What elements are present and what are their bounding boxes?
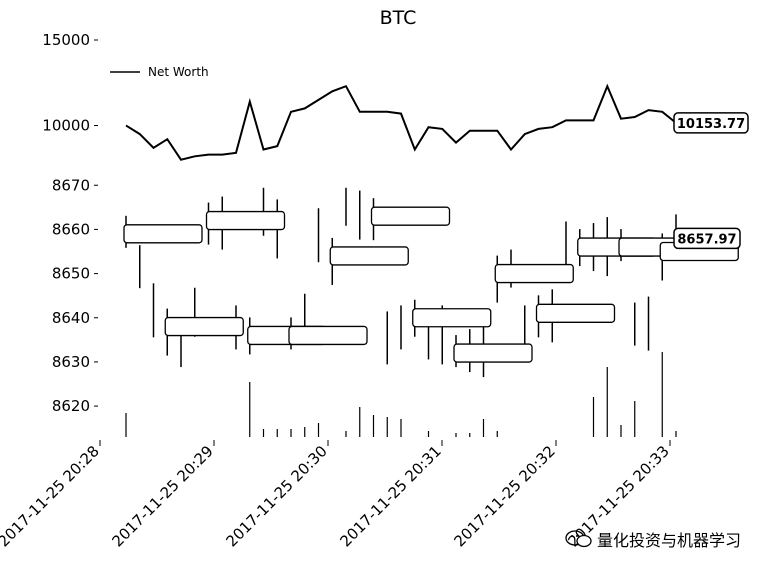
last-price-box [673, 227, 741, 250]
last-price-label: 8657.97 [677, 232, 736, 247]
net-worth-line [125, 83, 677, 161]
y-tick-label: 10000 [42, 117, 90, 135]
x-tick-label: 2017-11-25 20:32 [451, 442, 559, 550]
x-tick-label: 2017-11-25 20:30 [223, 442, 331, 550]
y-tick-label: 8660 [52, 220, 90, 238]
price-label-box [164, 316, 244, 337]
x-tick-label: 2017-11-25 20:31 [337, 442, 445, 550]
x-tick-label: 2017-11-25 20:29 [109, 442, 217, 550]
price-label-box [123, 224, 203, 244]
net-worth-axes: 15000 10000 10153.77 [42, 31, 749, 161]
last-value-label: 10153.77 [677, 117, 745, 132]
y-tick-label: 8670 [52, 176, 90, 194]
price-label-box [205, 210, 286, 231]
price-label-box [453, 343, 533, 363]
price-label-box [535, 303, 616, 323]
last-value-box [673, 112, 749, 134]
volume-bars [125, 352, 677, 437]
y-tick-label: 15000 [42, 31, 90, 49]
watermark: 量化投资与机器学习 [565, 527, 741, 554]
y-tick-label: 8630 [52, 353, 90, 371]
price-label-box [329, 246, 409, 266]
price-axes: 8670 8660 8650 8640 8630 8620 [52, 176, 98, 415]
price-label-box [370, 206, 451, 226]
price-label-box [288, 325, 368, 346]
x-tick-label: 2017-11-25 20:28 [0, 442, 103, 550]
y-tick-label: 8620 [52, 397, 90, 415]
price-label-box [412, 308, 492, 328]
price-label-box [494, 263, 574, 284]
y-tick-label: 8650 [52, 265, 90, 283]
chart-title: BTC [380, 7, 417, 29]
watermark-text: 量化投资与机器学习 [596, 530, 741, 550]
y-tick-label: 8640 [52, 309, 90, 327]
legend: Net Worth [110, 65, 209, 79]
price-marks: 8657.97 [123, 187, 741, 378]
wechat-icon [565, 529, 593, 553]
legend-entry-net-worth: Net Worth [148, 65, 209, 79]
